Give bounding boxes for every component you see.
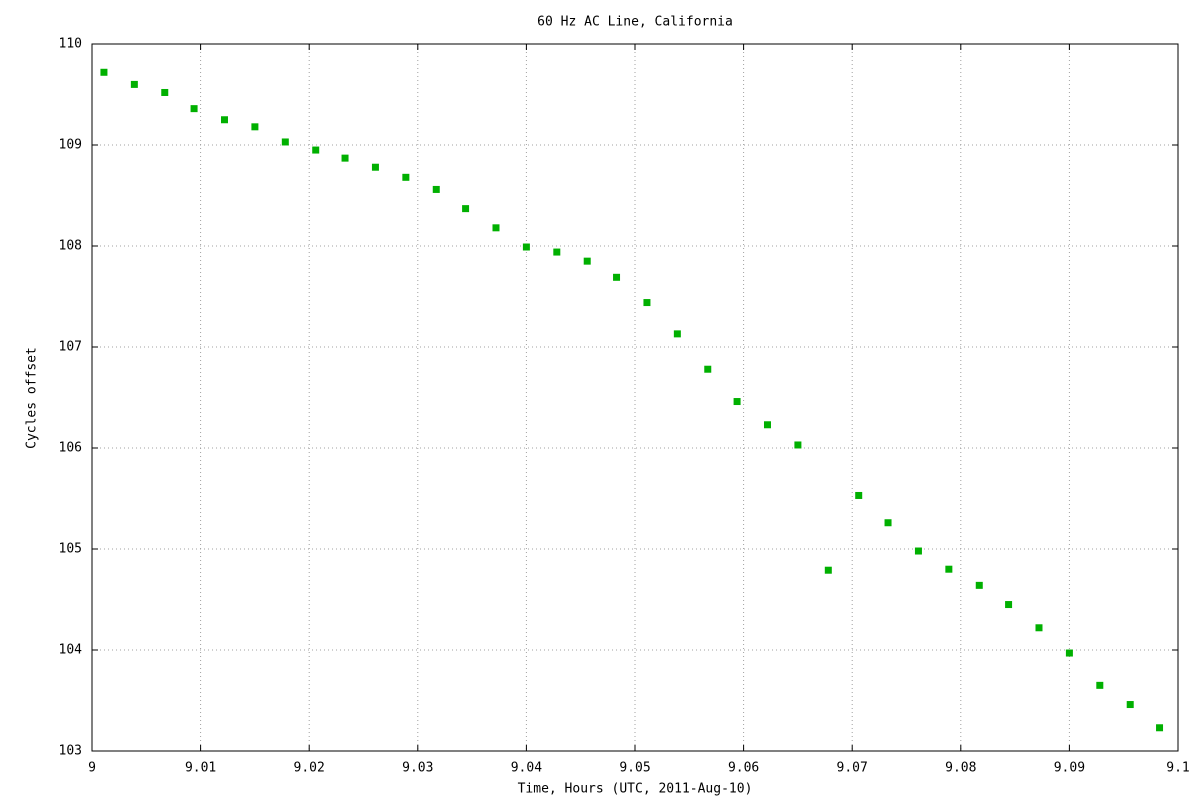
chart-title: 60 Hz AC Line, California [537,15,733,30]
point [251,123,259,131]
y-tick-label: 109 [59,138,82,153]
point [855,491,863,499]
point [914,547,922,555]
y-tick-label: 107 [59,340,82,355]
x-tick-label: 9.03 [402,761,433,776]
y-tick-label: 108 [59,239,82,254]
y-tick-label: 104 [59,643,83,658]
x-tick-label: 9.05 [619,761,650,776]
point [522,243,530,251]
y-tick-label: 110 [59,37,82,52]
x-tick-label: 9.06 [728,761,759,776]
x-tick-label: 9.04 [511,761,542,776]
point [1065,649,1073,657]
x-tick-label: 9.1 [1166,761,1189,776]
point [553,248,561,256]
point [975,581,983,589]
point [371,163,379,171]
y-tick-label: 106 [59,441,82,456]
point [583,257,591,265]
x-tick-label: 9 [88,761,96,776]
x-axis-label: Time, Hours (UTC, 2011-Aug-10) [518,782,753,797]
point [794,441,802,449]
point [733,398,741,406]
point [884,519,892,527]
point [763,421,771,429]
point [492,224,500,232]
point [220,116,228,124]
x-tick-label: 9.09 [1054,761,1085,776]
point [1126,701,1134,709]
x-tick-label: 9.07 [837,761,868,776]
point [402,173,410,181]
point [704,365,712,373]
point [161,88,169,96]
point [1035,624,1043,632]
plot-frame [91,43,1179,752]
y-tick-label: 103 [59,744,82,759]
y-axis-label: Cycles offset [25,347,40,449]
point [281,138,289,146]
point [945,565,953,573]
point [190,105,198,113]
point [613,273,621,281]
point [1005,601,1013,609]
point [432,185,440,193]
x-tick-label: 9.08 [945,761,976,776]
point [1156,724,1164,732]
point [100,68,108,76]
point [1096,681,1104,689]
point [673,330,681,338]
x-tick-label: 9.01 [185,761,216,776]
point [341,154,349,162]
point [130,80,138,88]
point [462,205,470,213]
x-tick-label: 9.02 [294,761,325,776]
point [643,299,651,307]
point [824,566,832,574]
y-tick-label: 105 [59,542,82,557]
point [312,146,320,154]
